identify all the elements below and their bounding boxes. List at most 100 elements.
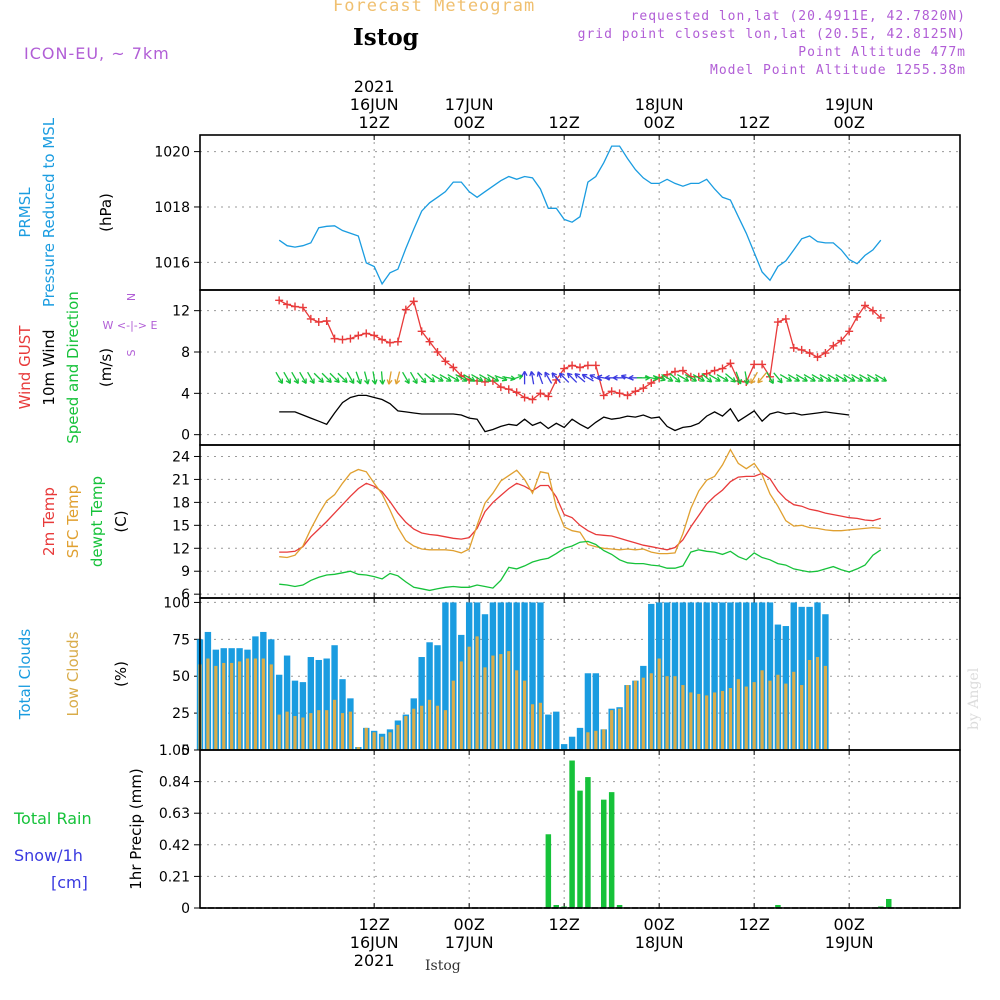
low-clouds-bar [760,670,764,750]
wind-direction-arrow [661,374,674,382]
low-clouds-bar [792,671,796,750]
wind-direction-arrow [447,374,460,382]
wind-gust-point [868,306,877,315]
pressure-frame [199,134,961,291]
low-clouds-bar [515,670,519,750]
low-clouds-bar [388,732,392,750]
wind-direction-arrow [402,371,410,385]
low-clouds-bar [427,699,432,750]
wind-gust-point [568,361,577,370]
temperature-side-label: SFC Temp [64,485,82,558]
wind-gust-point [370,331,379,340]
wind-gust-point [393,337,402,346]
total-clouds-bar [719,602,726,750]
wind-direction-arrow [859,374,872,382]
low-clouds-bar [641,677,645,750]
wind-direction-arrow [757,372,767,384]
low-clouds-bar [420,705,424,750]
clouds-side-label: Low Clouds [64,631,82,716]
wind-direction-arrow [529,371,536,385]
bottom-xtick-label: 00Z [834,915,865,934]
top-xtick-label: 19JUN [825,95,874,114]
wind-direction-arrow [773,372,783,384]
total-clouds-bar [711,602,718,750]
total-clouds-bar [426,642,433,750]
low-clouds-bar [768,680,772,750]
temperature-side-label: dewpt Temp [88,476,106,567]
total-clouds-bar [735,602,742,750]
wind-gust-point [536,389,545,398]
wind-gust-point [283,300,292,309]
wind-side-label: 10m Wind [40,329,58,405]
total-clouds-bar [576,727,584,750]
low-clouds-bar [617,708,622,750]
total-clouds-bar [331,645,338,750]
wind-gust-point [837,336,846,345]
low-clouds-bar [673,676,677,750]
wind-direction-arrow [708,374,721,382]
total-rain-bar [608,792,615,908]
top-xtick-label: 16JUN [350,95,399,114]
low-clouds-bar [610,710,614,750]
wind-gust-point [789,343,798,352]
station-name: Istog [353,24,419,51]
wind-gust-point [797,345,806,354]
total-clouds-bar [315,659,322,750]
wind-direction-arrow [394,371,401,385]
top-xtick-label: 12Z [739,113,770,132]
low-clouds-bar [657,658,661,750]
wind-gust-point [726,359,735,368]
low-clouds-bar [530,704,535,750]
wind-gust-point [623,391,632,400]
wind-direction-arrow [346,371,355,385]
top-xtick-label: 12Z [359,113,390,132]
low-clouds-bar [317,710,321,750]
wind-direction-arrow [471,374,484,382]
wind-direction-arrow [307,371,315,385]
wind-direction-arrow [596,374,611,381]
wind-direction-arrow [379,371,386,385]
wind-gust-point [544,392,553,401]
pressure-side-label: PRMSL [16,187,34,238]
total-rain-bar [616,904,623,908]
low-clouds-bar [404,716,408,750]
wind-direction-arrow [486,374,500,382]
wind-gust-point [671,367,679,376]
wind-direction-arrow [371,371,378,385]
wind-direction-arrow [795,374,808,382]
wind-direction-arrow [551,372,561,384]
wind-gust-point [401,305,410,314]
wind-direction-arrow [439,374,452,382]
low-clouds-bar [214,665,218,750]
clouds-panel: 0 25 50 75 100 Total Clouds Low Clouds (%) [16,595,961,759]
precipitation-ytick-label: 0 [181,901,190,917]
wind-direction-arrow [750,371,758,385]
wind-direction-arrow [716,374,729,382]
bottom-xtick-label: 12Z [549,915,580,934]
total-clouds-bar [679,602,687,750]
wind-gust-point [520,393,529,402]
wind-gust-point [583,361,592,370]
dewpt-temp-line [279,540,882,592]
wind-direction-arrow [424,373,436,383]
wind-gust-point [853,312,862,321]
wind-gust-point [560,364,569,373]
wind-gust-point [576,363,584,372]
wind-direction-arrow [574,373,586,383]
wind-direction-arrow [275,371,284,385]
low-clouds-bar [348,711,353,750]
low-clouds-bar [633,680,638,750]
total-rain-bar [577,790,583,908]
wind-gust-point [647,379,656,387]
bottom-xtick-label: 18JUN [635,933,684,952]
low-clouds-bar [491,655,495,750]
wind-gust-point [291,302,299,311]
wind-gust-point [702,369,711,378]
wind-gust-point [758,360,767,369]
low-clouds-bar [483,667,487,750]
low-clouds-bar [261,658,265,750]
low-clouds-bar [800,685,804,750]
total-clouds-bar [418,657,425,750]
wind-gust-point [750,360,759,369]
temperature-panel: 6 9 12 15 18 21 24 2m Temp SFC Temp dewpt Temp (C) [40,444,961,603]
